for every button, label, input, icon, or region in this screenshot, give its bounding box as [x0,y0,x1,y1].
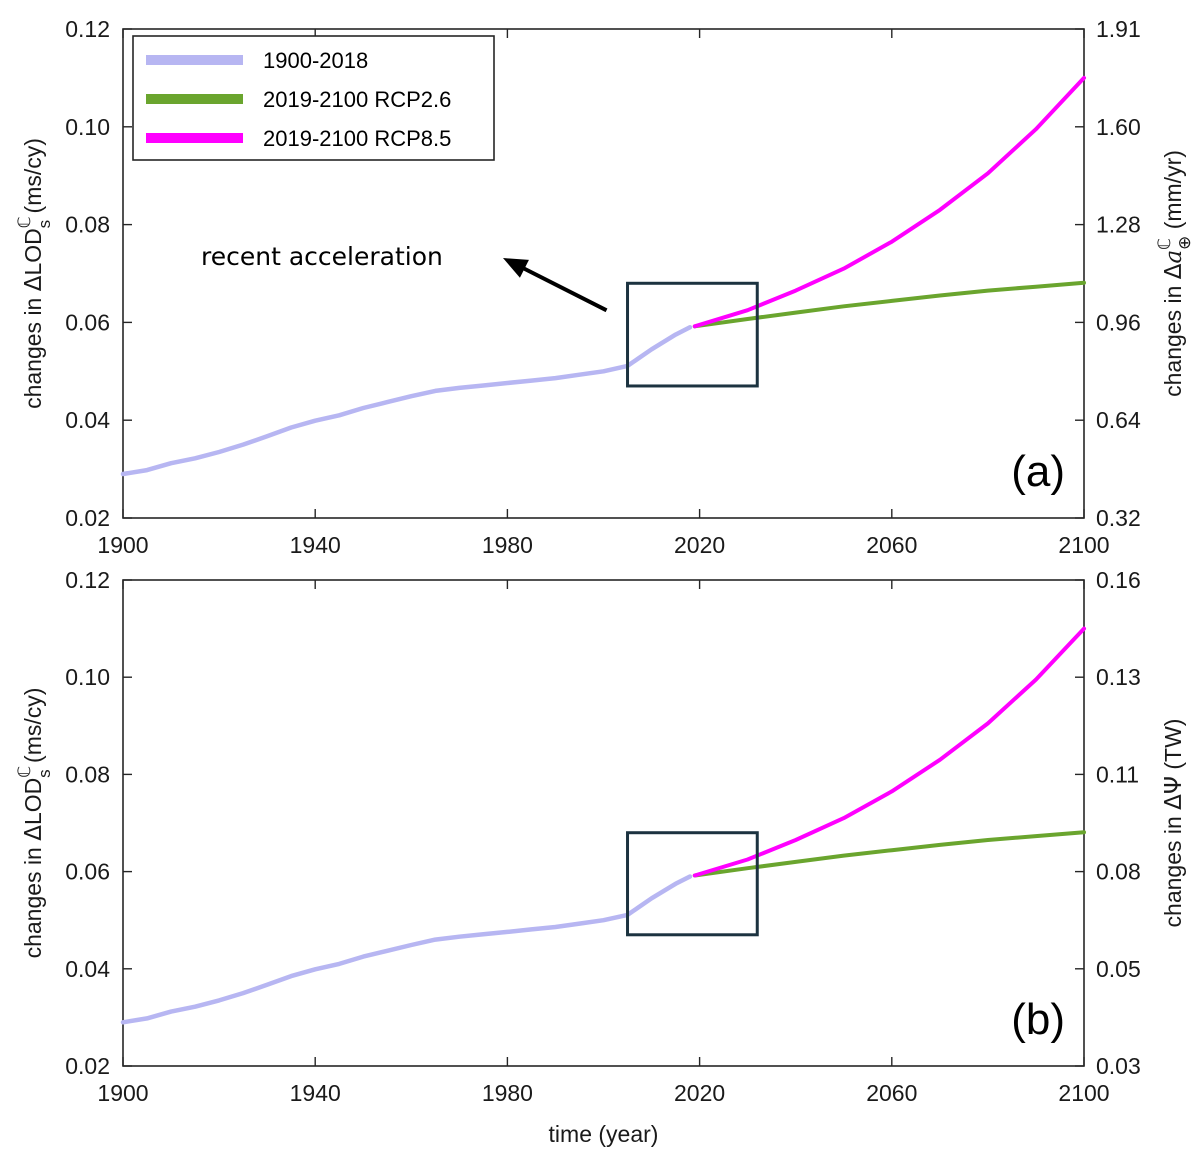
highlight-box [626,831,759,937]
y2-tick-label: 0.08 [1096,859,1141,885]
plot-area [122,579,1085,1067]
legend-entry: 1900-2018 [263,48,368,73]
y-tick-label: 0.12 [65,567,110,593]
y-tick-label: 0.04 [65,956,110,982]
series-line-rcp26 [692,830,1086,878]
y-tick-label: 0.08 [65,212,110,238]
x-tick-label: 2100 [1058,1080,1109,1106]
y-axis-title: changes in ΔLODℂs (ms/cy) [15,138,54,409]
x-tick-label: 1980 [482,532,533,558]
y-tick-label: 0.02 [65,1053,110,1079]
legend: 1900-2018 2019-2100 RCP2.6 2019-2100 RCP8.… [132,35,495,161]
legend-entry: 2019-2100 RCP2.6 [263,87,451,112]
y2-tick-label: 0.03 [1096,1053,1141,1079]
series-line-rcp85 [692,626,1086,878]
y2-tick-label: 0.64 [1096,407,1141,433]
x-tick-label: 1900 [97,1080,148,1106]
x-tick-label: 2020 [674,532,725,558]
x-tick-label: 2100 [1058,532,1109,558]
annotation-text: recent acceleration [201,242,443,271]
y2-tick-label: 1.60 [1096,114,1141,140]
y-axis-title: changes in ΔLODℂs (ms/cy) [15,688,54,959]
y2-axis-title: changes in ΔΨ (TW) [1160,719,1187,928]
x-tick-label: 2060 [866,1080,917,1106]
panel-a: 1900 1940 1980 2020 2060 2100 0.02 0.04 0.06 0.08… [15,16,1195,558]
legend-entry: 2019-2100 RCP8.5 [263,126,451,151]
annotation-arrowhead [503,258,529,278]
x-tick-label: 1900 [97,532,148,558]
series-line-historical [120,325,693,477]
plot-area [122,28,1085,519]
panel-b: 1900 1940 1980 2020 2060 2100 0.02 0.04 0.06 0.08… [15,567,1187,1147]
y-tick-label: 0.10 [65,114,110,140]
y2-tick-label: 0.05 [1096,956,1141,982]
y-tick-label: 0.10 [65,664,110,690]
y-tick-label: 0.04 [65,407,110,433]
y2-tick-label: 0.11 [1096,761,1139,787]
y-tick-label: 0.12 [65,16,110,42]
y2-tick-label: 0.96 [1096,309,1141,335]
y2-tick-label: 1.91 [1096,16,1141,42]
highlight-box [626,281,759,388]
x-axis-title: time (year) [549,1121,659,1147]
y2-tick-label: 0.13 [1096,664,1141,690]
panel-label: (b) [1011,995,1065,1044]
y-tick-label: 0.02 [65,505,110,531]
x-tick-label: 2060 [866,532,917,558]
series-line-rcp26 [692,280,1086,329]
y2-tick-label: 1.28 [1096,212,1141,238]
y-tick-label: 0.06 [65,859,110,885]
panel-label: (a) [1011,447,1065,496]
y2-tick-label: 0.16 [1096,567,1141,593]
y-tick-label: 0.08 [65,761,110,787]
x-tick-label: 1940 [290,1080,341,1106]
y-tick-label: 0.06 [65,309,110,335]
y2-tick-label: 0.32 [1096,505,1141,531]
series-line-rcp85 [692,75,1086,329]
x-tick-label: 1940 [290,532,341,558]
series-line-historical [120,874,693,1025]
x-tick-label: 1980 [482,1080,533,1106]
x-tick-label: 2020 [674,1080,725,1106]
annotation-arrow [518,264,608,313]
y2-axis-title: changes in Δaℂ⊕ (mm/yr) [1155,150,1195,397]
